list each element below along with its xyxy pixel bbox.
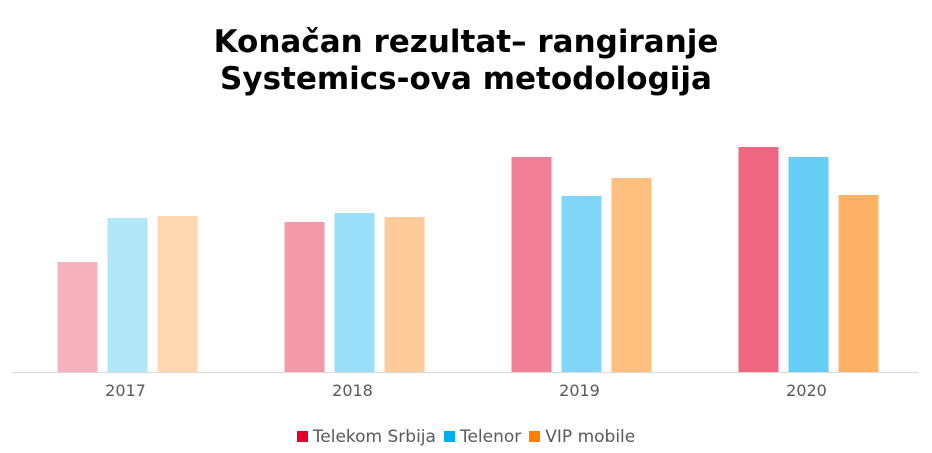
x-tick-label: 2019 — [559, 381, 600, 400]
bar-telekom-srbija-2020 — [738, 147, 779, 372]
legend-swatch — [443, 431, 455, 442]
bar-telenor-2018 — [334, 213, 375, 372]
legend: Telekom Srbija Telenor VIP mobile — [0, 427, 932, 447]
bar-vip-mobile-2019 — [611, 178, 652, 372]
legend-label: VIP mobile — [545, 427, 636, 447]
legend-item: Telekom Srbija — [296, 427, 436, 447]
legend-swatch — [296, 431, 308, 442]
bar-telekom-srbija-2019 — [511, 157, 552, 372]
x-tick-label: 2020 — [786, 381, 827, 400]
x-tick-label: 2017 — [105, 381, 146, 400]
title-line-2: Systemics-ova metodologija — [220, 61, 712, 97]
legend-label: Telenor — [459, 427, 522, 447]
bar-telekom-srbija-2018 — [284, 222, 325, 372]
legend-swatch — [529, 431, 541, 442]
chart-title: Konačan rezultat– rangiranje Systemics-o… — [0, 24, 932, 98]
bar-telenor-2020 — [788, 157, 829, 372]
legend-item: Telenor — [443, 427, 522, 447]
bar-vip-mobile-2018 — [384, 217, 425, 372]
legend-label: Telekom Srbija — [312, 427, 436, 447]
x-tick-label: 2018 — [332, 381, 373, 400]
bar-telenor-2017 — [107, 218, 148, 372]
bar-vip-mobile-2017 — [157, 216, 198, 372]
legend-item: VIP mobile — [529, 427, 635, 447]
bar-telekom-srbija-2017 — [57, 262, 98, 372]
bar-vip-mobile-2020 — [838, 195, 879, 372]
title-line-1: Konačan rezultat– rangiranje — [213, 24, 719, 60]
bar-telenor-2019 — [561, 196, 602, 372]
